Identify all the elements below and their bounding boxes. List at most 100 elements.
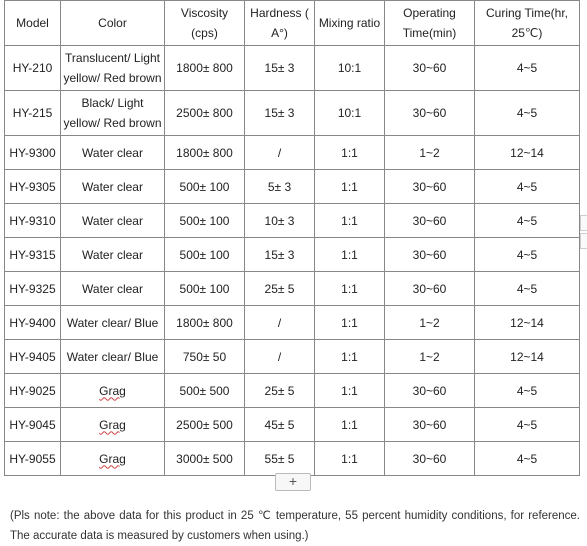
- cell-mixing-ratio: 1:1: [314, 135, 385, 170]
- cell-curing-time: 4~5: [474, 441, 580, 476]
- cell-operating-time: 30~60: [384, 441, 475, 476]
- cell-model: HY-9055: [4, 441, 61, 476]
- cell-color: Grag: [60, 407, 165, 442]
- cell-model: HY-9325: [4, 271, 61, 306]
- cell-color: Water clear: [60, 169, 165, 204]
- cell-curing-time: 12~14: [474, 135, 580, 170]
- column-resize-handle[interactable]: [580, 215, 587, 231]
- cell-mixing-ratio: 1:1: [314, 169, 385, 204]
- cell-viscosity: 2500± 800: [164, 90, 245, 136]
- header-model: Model: [4, 0, 61, 46]
- cell-hardness: 10± 3: [244, 203, 315, 238]
- cell-curing-time: 4~5: [474, 271, 580, 306]
- cell-mixing-ratio: 1:1: [314, 271, 385, 306]
- cell-color-text: Grag: [99, 451, 126, 466]
- cell-curing-time: 4~5: [474, 90, 580, 136]
- cell-color: Black/ Light yellow/ Red brown: [60, 90, 165, 136]
- cell-mixing-ratio: 1:1: [314, 237, 385, 272]
- cell-mixing-ratio: 1:1: [314, 373, 385, 408]
- table-row: HY-9310 Water clear 500± 100 10± 3 1:1 3…: [4, 203, 580, 238]
- cell-viscosity: 1800± 800: [164, 135, 245, 170]
- cell-hardness: 15± 3: [244, 237, 315, 272]
- spec-table-container: Model Color Viscosity (cps) Hardness ( A…: [4, 0, 580, 476]
- table-row: HY-9305 Water clear 500± 100 5± 3 1:1 30…: [4, 169, 580, 204]
- cell-mixing-ratio: 1:1: [314, 339, 385, 374]
- cell-viscosity: 3000± 500: [164, 441, 245, 476]
- cell-color: Grag: [60, 373, 165, 408]
- table-row: HY-9025 Grag 500± 500 25± 5 1:1 30~60 4~…: [4, 373, 580, 408]
- cell-hardness: 5± 3: [244, 169, 315, 204]
- cell-color: Water clear: [60, 271, 165, 306]
- table-row: HY-9325 Water clear 500± 100 25± 5 1:1 3…: [4, 271, 580, 306]
- footnote: (Pls note: the above data for this produ…: [10, 509, 580, 542]
- add-row-button[interactable]: +: [275, 473, 311, 491]
- cell-color-text: Grag: [99, 383, 126, 398]
- cell-curing-time: 4~5: [474, 373, 580, 408]
- cell-viscosity: 500± 100: [164, 271, 245, 306]
- cell-curing-time: 4~5: [474, 407, 580, 442]
- header-curing-time: Curing Time(hr, 25℃): [474, 0, 580, 46]
- cell-operating-time: 30~60: [384, 203, 475, 238]
- cell-operating-time: 30~60: [384, 169, 475, 204]
- cell-viscosity: 1800± 800: [164, 305, 245, 340]
- header-color: Color: [60, 0, 165, 46]
- cell-operating-time: 30~60: [384, 237, 475, 272]
- cell-color: Water clear: [60, 203, 165, 238]
- table-row: HY-9045 Grag 2500± 500 45± 5 1:1 30~60 4…: [4, 407, 580, 442]
- cell-color: Water clear/ Blue: [60, 305, 165, 340]
- cell-hardness: 55± 5: [244, 441, 315, 476]
- cell-mixing-ratio: 10:1: [314, 90, 385, 136]
- cell-viscosity: 500± 100: [164, 169, 245, 204]
- cell-color: Water clear/ Blue: [60, 339, 165, 374]
- cell-curing-time: 4~5: [474, 169, 580, 204]
- cell-curing-time: 12~14: [474, 339, 580, 374]
- cell-color: Water clear: [60, 237, 165, 272]
- cell-operating-time: 1~2: [384, 135, 475, 170]
- column-resize-handle[interactable]: [580, 233, 587, 249]
- cell-hardness: 15± 3: [244, 45, 315, 91]
- header-mixing-ratio: Mixing ratio: [314, 0, 385, 46]
- cell-operating-time: 30~60: [384, 271, 475, 306]
- cell-model: HY-9300: [4, 135, 61, 170]
- cell-operating-time: 1~2: [384, 305, 475, 340]
- cell-viscosity: 1800± 800: [164, 45, 245, 91]
- cell-model: HY-210: [4, 45, 61, 91]
- table-header-row: Model Color Viscosity (cps) Hardness ( A…: [4, 0, 580, 46]
- spec-table: Model Color Viscosity (cps) Hardness ( A…: [4, 0, 580, 476]
- cell-operating-time: 30~60: [384, 407, 475, 442]
- table-row: HY-9315 Water clear 500± 100 15± 3 1:1 3…: [4, 237, 580, 272]
- cell-hardness: 15± 3: [244, 90, 315, 136]
- table-row: HY-210 Translucent/ Light yellow/ Red br…: [4, 45, 580, 91]
- cell-hardness: 45± 5: [244, 407, 315, 442]
- cell-mixing-ratio: 1:1: [314, 305, 385, 340]
- table-row: HY-9405 Water clear/ Blue 750± 50 / 1:1 …: [4, 339, 580, 374]
- cell-color: Grag: [60, 441, 165, 476]
- cell-curing-time: 4~5: [474, 45, 580, 91]
- cell-hardness: /: [244, 339, 315, 374]
- table-row: HY-215 Black/ Light yellow/ Red brown 25…: [4, 90, 580, 136]
- table-row: HY-9055 Grag 3000± 500 55± 5 1:1 30~60 4…: [4, 441, 580, 476]
- cell-mixing-ratio: 1:1: [314, 203, 385, 238]
- cell-operating-time: 30~60: [384, 45, 475, 91]
- cell-operating-time: 30~60: [384, 373, 475, 408]
- cell-viscosity: 500± 100: [164, 237, 245, 272]
- header-operating-time: Operating Time(min): [384, 0, 475, 46]
- cell-mixing-ratio: 1:1: [314, 407, 385, 442]
- cell-model: HY-9310: [4, 203, 61, 238]
- cell-color: Translucent/ Light yellow/ Red brown: [60, 45, 165, 91]
- cell-operating-time: 1~2: [384, 339, 475, 374]
- cell-model: HY-9315: [4, 237, 61, 272]
- cell-viscosity: 500± 100: [164, 203, 245, 238]
- cell-model: HY-9025: [4, 373, 61, 408]
- cell-mixing-ratio: 1:1: [314, 441, 385, 476]
- cell-model: HY-9400: [4, 305, 61, 340]
- cell-hardness: 25± 5: [244, 373, 315, 408]
- cell-model: HY-9305: [4, 169, 61, 204]
- header-viscosity: Viscosity (cps): [164, 0, 245, 46]
- cell-curing-time: 4~5: [474, 237, 580, 272]
- table-row: HY-9300 Water clear 1800± 800 / 1:1 1~2 …: [4, 135, 580, 170]
- cell-model: HY-215: [4, 90, 61, 136]
- cell-curing-time: 12~14: [474, 305, 580, 340]
- cell-mixing-ratio: 10:1: [314, 45, 385, 91]
- cell-model: HY-9045: [4, 407, 61, 442]
